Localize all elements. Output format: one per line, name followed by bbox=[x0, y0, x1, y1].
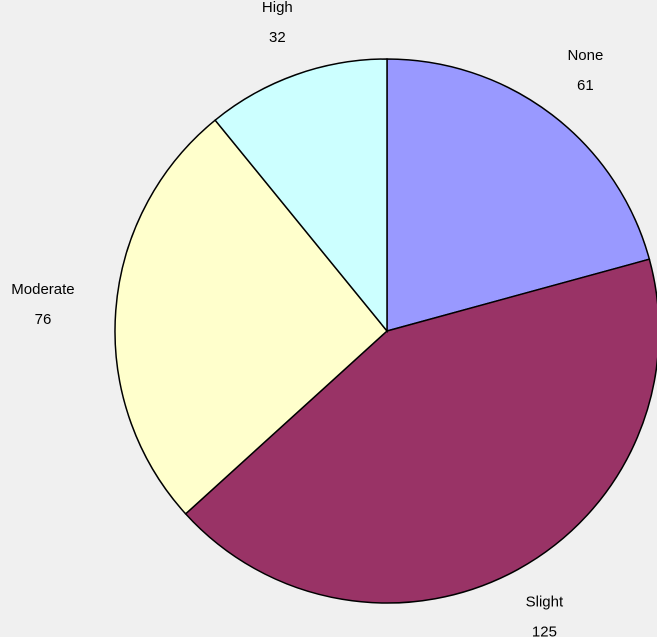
pie-slice bbox=[386, 58, 651, 332]
slice-value: 61 bbox=[577, 77, 594, 94]
pie-slice bbox=[184, 258, 657, 604]
slice-label: Moderate bbox=[11, 281, 74, 298]
slice-label: High bbox=[262, 0, 293, 16]
pie-slice bbox=[214, 58, 388, 334]
slice-label: Slight bbox=[526, 594, 564, 611]
slice-value: 76 bbox=[35, 311, 52, 328]
slice-value: 32 bbox=[269, 29, 286, 46]
pie-slice bbox=[114, 119, 389, 515]
slice-label: None bbox=[567, 47, 603, 64]
slice-value: 125 bbox=[532, 624, 557, 637]
